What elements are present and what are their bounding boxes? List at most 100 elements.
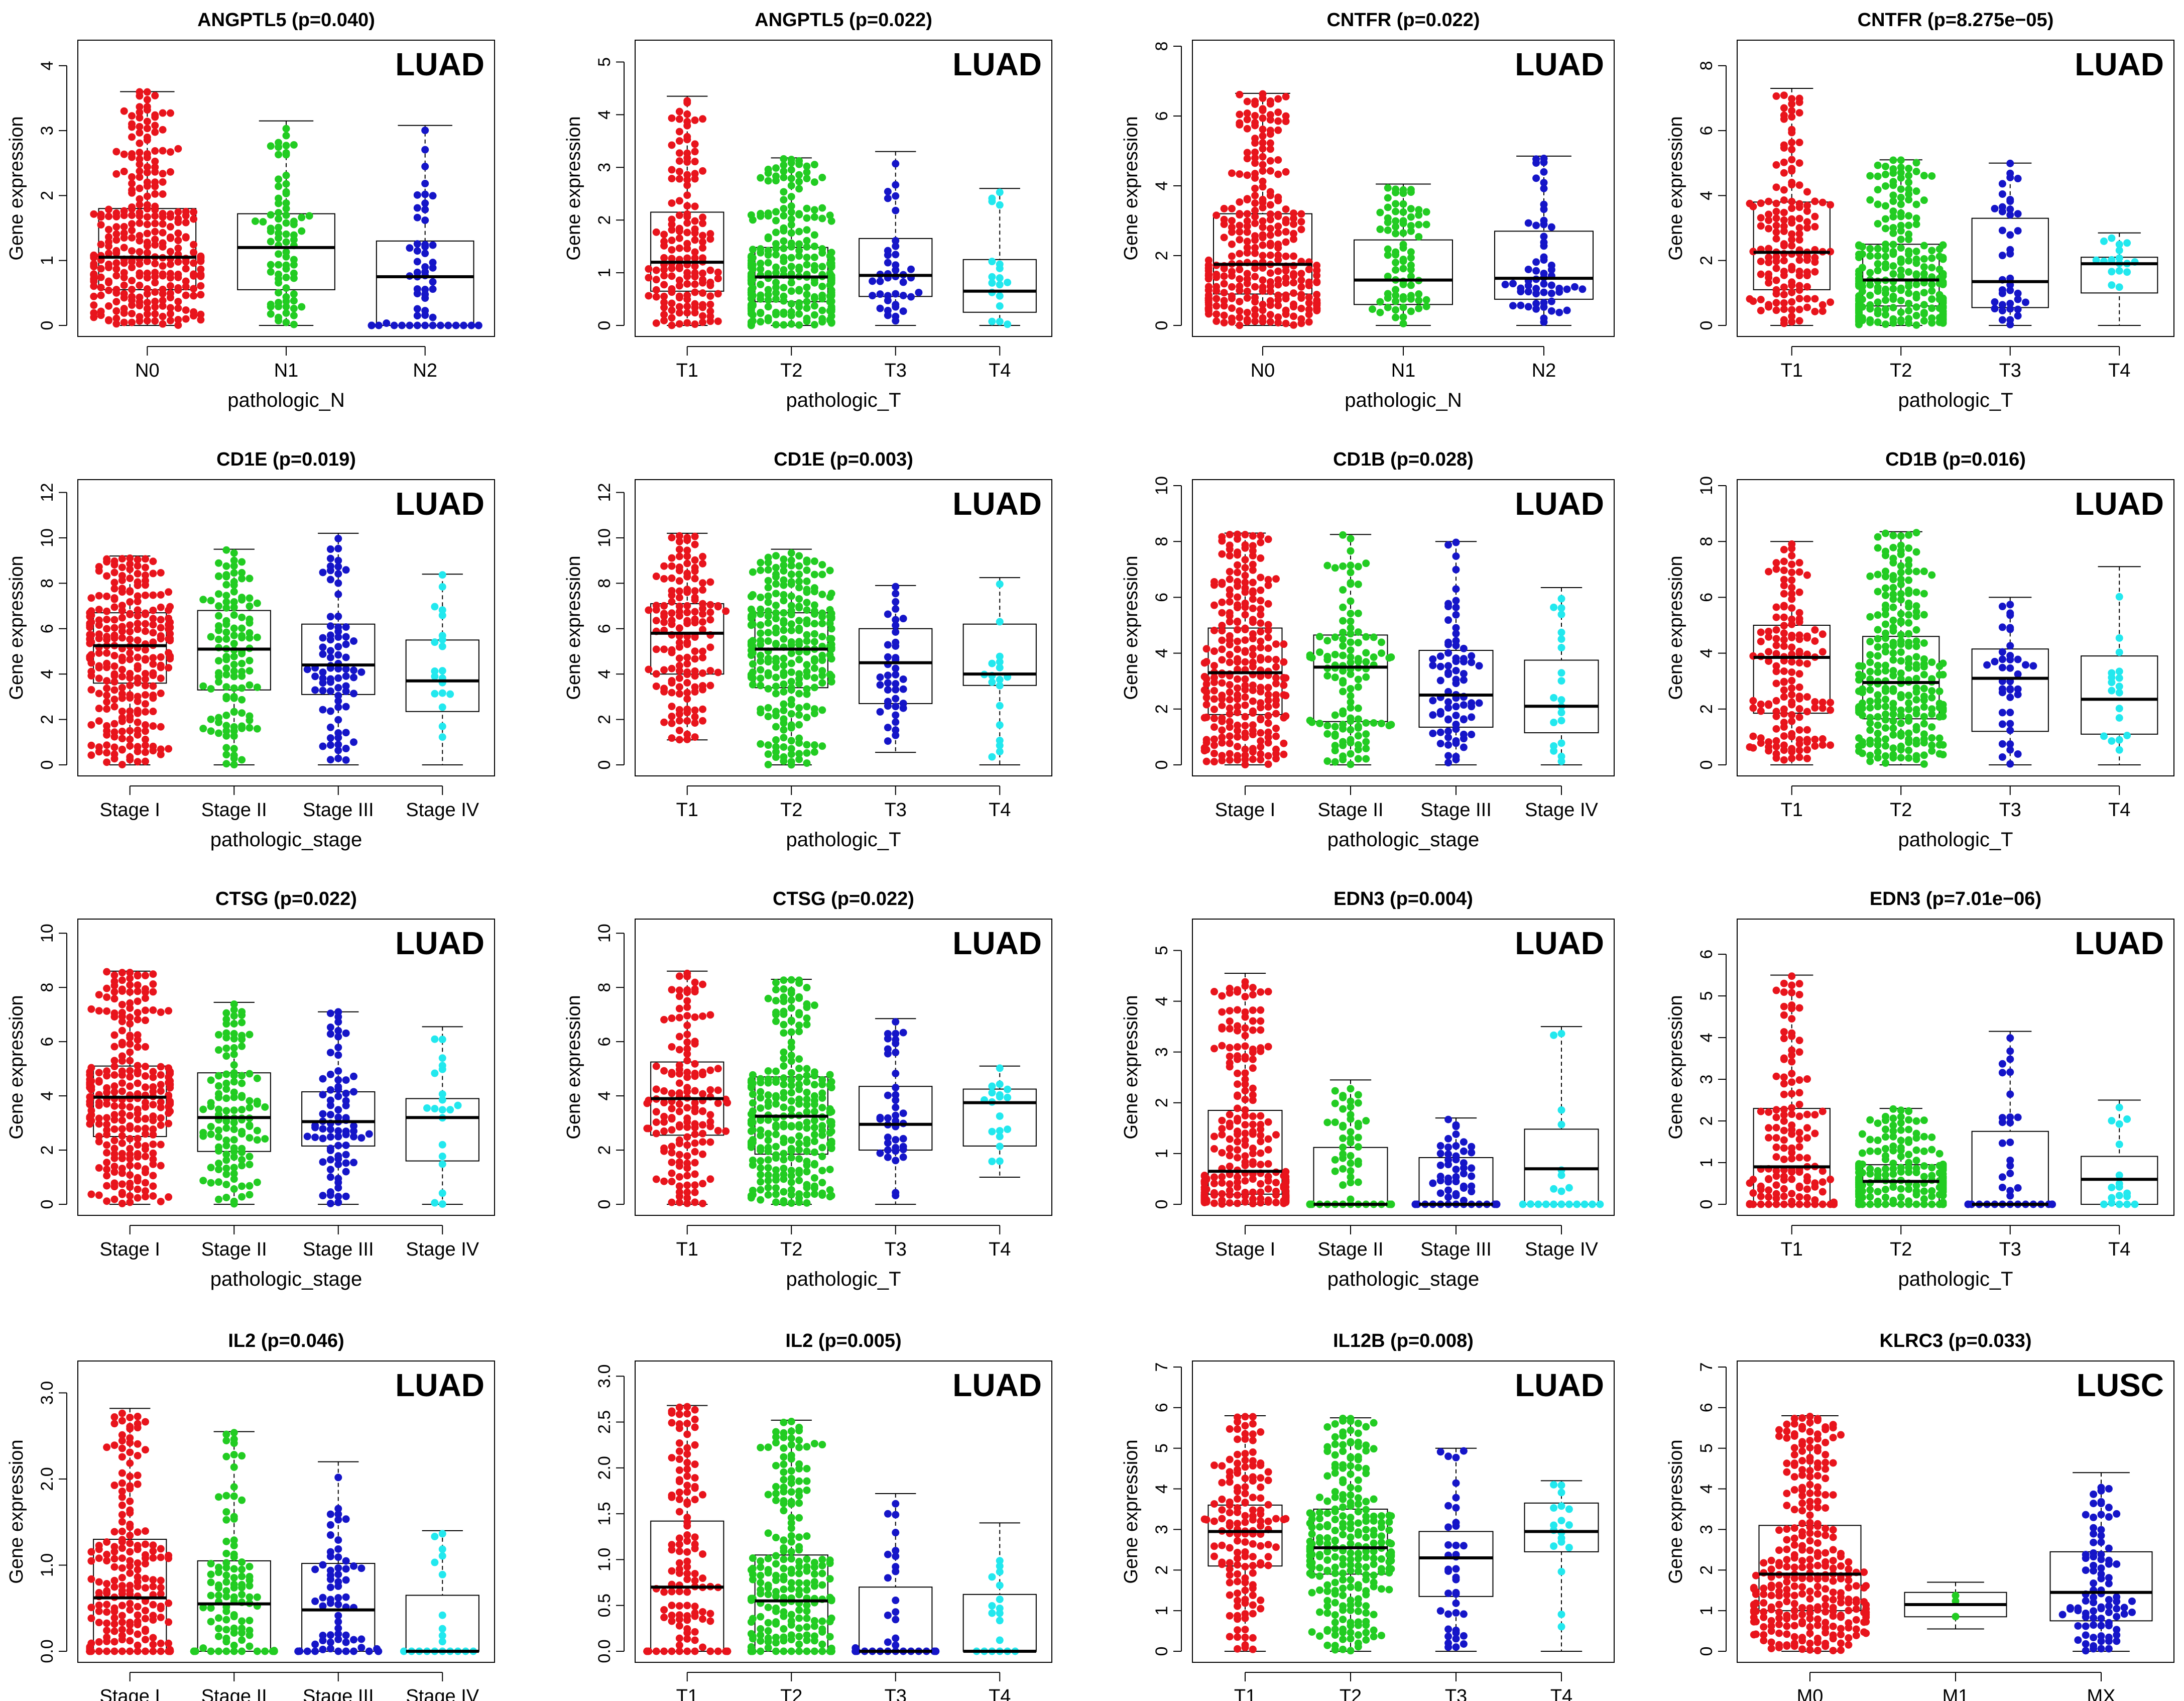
data-point [112, 314, 120, 322]
data-point [1920, 655, 1928, 663]
data-point [1399, 229, 1407, 237]
dataset-label: LUAD [1515, 486, 1604, 522]
data-point [803, 226, 811, 234]
data-point [1297, 304, 1305, 312]
data-point [118, 1199, 126, 1207]
data-point [246, 594, 254, 602]
data-point [174, 215, 182, 223]
data-point [795, 310, 803, 318]
data-point [1827, 706, 1835, 714]
data-point [787, 761, 795, 769]
data-point [118, 1189, 126, 1197]
data-point [660, 645, 668, 653]
data-point [1920, 760, 1928, 768]
data-point [1772, 667, 1780, 675]
x-tick-label: N2 [413, 360, 437, 381]
data-point [1468, 652, 1476, 660]
data-point [103, 705, 111, 713]
data-point [207, 1130, 215, 1139]
data-point [207, 1076, 215, 1084]
data-point [215, 1143, 222, 1151]
x-tick-label: Stage I [100, 1239, 160, 1260]
data-point [1788, 113, 1796, 121]
data-point [996, 741, 1004, 749]
data-point [182, 211, 190, 219]
data-point [222, 1142, 230, 1150]
data-point [275, 261, 283, 269]
data-point [1234, 548, 1242, 556]
data-point [1251, 184, 1259, 192]
data-point [1939, 270, 1947, 278]
data-point [334, 1051, 342, 1059]
data-point [142, 721, 149, 729]
data-point [1532, 258, 1540, 266]
data-point [1897, 596, 1905, 604]
data-point [780, 205, 788, 213]
data-point [2006, 611, 2014, 619]
data-point [706, 1175, 714, 1183]
data-point [1259, 161, 1267, 169]
data-point [134, 1079, 142, 1087]
data-point [118, 1116, 126, 1124]
data-point [151, 219, 159, 228]
data-point [1339, 741, 1347, 749]
data-point [683, 136, 691, 144]
data-point [1259, 183, 1267, 191]
data-point [326, 562, 334, 570]
data-point [230, 761, 238, 769]
data-point [207, 715, 215, 723]
data-point [2115, 705, 2123, 713]
data-point [683, 1141, 691, 1149]
data-point [166, 233, 174, 241]
data-point [810, 674, 818, 682]
data-point [1316, 648, 1323, 656]
data-point [1889, 710, 1897, 718]
data-point [706, 643, 714, 651]
data-point [1889, 285, 1897, 293]
data-point [1257, 716, 1265, 724]
data-point [810, 1190, 818, 1198]
y-tick-label: 3 [38, 126, 57, 136]
data-point [1928, 247, 1936, 255]
data-point [1772, 207, 1780, 215]
data-point [118, 1109, 126, 1117]
data-point [282, 142, 290, 150]
data-point [722, 607, 730, 615]
data-point [884, 296, 892, 304]
data-point [810, 1130, 818, 1139]
dataset-label: LUAD [952, 925, 1042, 961]
data-point [1460, 743, 1468, 751]
data-point [772, 295, 780, 303]
data-point [342, 672, 350, 680]
data-point [706, 601, 714, 609]
data-point [683, 679, 691, 687]
data-point [215, 602, 222, 610]
data-point [253, 1178, 261, 1186]
data-point [795, 1146, 803, 1154]
data-point [1280, 750, 1288, 758]
data-point [342, 1089, 350, 1097]
data-point [246, 1153, 254, 1161]
data-point [827, 635, 835, 643]
data-point [1376, 308, 1384, 316]
data-point [1920, 696, 1928, 704]
data-point [166, 1077, 174, 1085]
data-point [275, 298, 283, 306]
data-point [275, 199, 283, 207]
data-point [2108, 234, 2116, 242]
data-point [1882, 620, 1889, 628]
data-point [103, 758, 111, 766]
data-point [1788, 754, 1796, 762]
data-point [787, 174, 795, 182]
data-point [772, 1094, 780, 1102]
data-point [128, 203, 136, 211]
data-point [1218, 609, 1226, 617]
data-point [668, 648, 676, 656]
data-point [143, 310, 151, 318]
data-point [143, 192, 151, 200]
data-point [1272, 724, 1280, 732]
data-point [342, 729, 350, 737]
data-point [1339, 562, 1347, 570]
data-point [1234, 655, 1242, 663]
data-point [112, 223, 120, 231]
